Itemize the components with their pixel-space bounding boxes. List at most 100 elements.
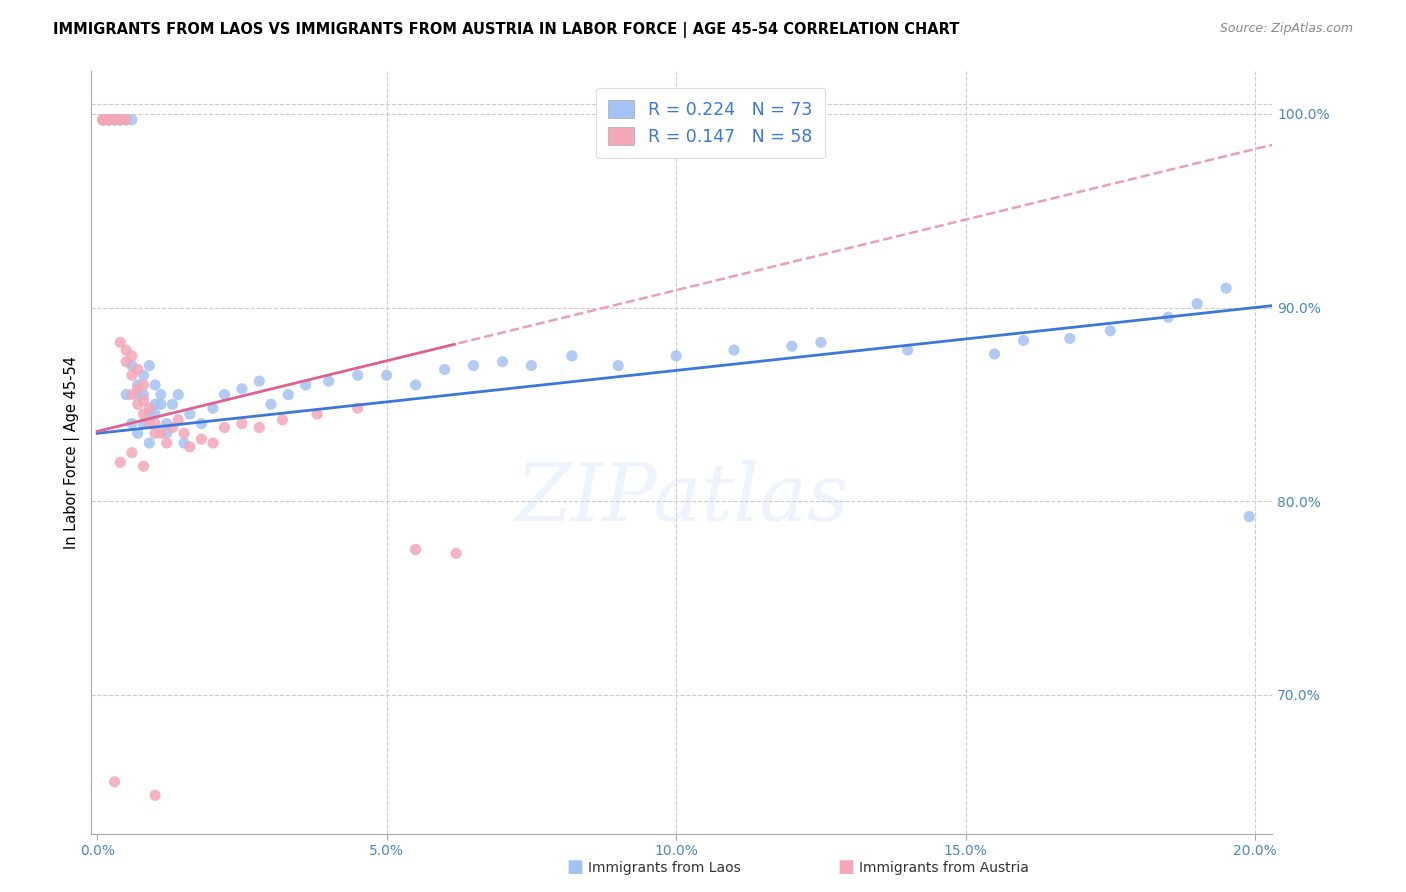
Point: [463, 359, 485, 373]
Point: [723, 343, 745, 357]
Point: [132, 417, 155, 431]
Point: [115, 112, 138, 127]
Point: [983, 347, 1005, 361]
Point: [103, 112, 125, 127]
Point: [346, 368, 368, 383]
Y-axis label: In Labor Force | Age 45-54: In Labor Force | Age 45-54: [65, 356, 80, 549]
Point: [121, 359, 143, 373]
Point: [1012, 334, 1035, 348]
Point: [156, 436, 179, 450]
Point: [110, 335, 132, 350]
Point: [231, 382, 253, 396]
Point: [405, 378, 427, 392]
Point: [91, 112, 114, 127]
Point: [91, 112, 114, 127]
Point: [91, 112, 114, 127]
Point: [115, 387, 138, 401]
Point: [607, 359, 630, 373]
Point: [97, 112, 120, 127]
Text: Immigrants from Austria: Immigrants from Austria: [859, 862, 1029, 875]
Point: [156, 417, 179, 431]
Point: [491, 355, 513, 369]
Point: [97, 112, 120, 127]
Point: [167, 413, 190, 427]
Point: [138, 417, 160, 431]
Point: [1239, 509, 1261, 524]
Point: [190, 432, 212, 446]
Point: [121, 112, 143, 127]
Point: [103, 112, 125, 127]
Point: [121, 368, 143, 383]
Point: [271, 413, 294, 427]
Point: [149, 397, 172, 411]
Point: [127, 382, 149, 396]
Point: [214, 387, 236, 401]
Point: [156, 426, 179, 441]
Point: [143, 407, 166, 421]
Point: [897, 343, 920, 357]
Point: [167, 387, 190, 401]
Point: [115, 343, 138, 357]
Point: [127, 378, 149, 392]
Point: [138, 407, 160, 421]
Point: [115, 355, 138, 369]
Point: [143, 397, 166, 411]
Point: [201, 401, 224, 416]
Point: [110, 112, 132, 127]
Point: [190, 417, 212, 431]
Point: [277, 387, 299, 401]
Point: [127, 397, 149, 411]
Point: [132, 407, 155, 421]
Point: [127, 426, 149, 441]
Point: [110, 112, 132, 127]
Point: [375, 368, 398, 383]
Point: [1215, 281, 1237, 295]
Point: [97, 112, 120, 127]
Text: ■: ■: [567, 858, 583, 876]
Point: [307, 407, 329, 421]
Point: [201, 436, 224, 450]
Point: [121, 349, 143, 363]
Point: [149, 426, 172, 441]
Point: [444, 546, 467, 560]
Point: [173, 426, 195, 441]
Point: [97, 112, 120, 127]
Point: [143, 789, 166, 803]
Point: [103, 112, 125, 127]
Point: [127, 387, 149, 401]
Point: [433, 362, 456, 376]
Point: [121, 446, 143, 460]
Point: [143, 417, 166, 431]
Text: ZIPatlas: ZIPatlas: [515, 459, 849, 537]
Point: [1157, 310, 1180, 325]
Point: [149, 387, 172, 401]
Point: [780, 339, 803, 353]
Point: [115, 112, 138, 127]
Point: [1185, 296, 1208, 310]
Text: Immigrants from Laos: Immigrants from Laos: [588, 862, 741, 875]
Point: [132, 459, 155, 474]
Point: [132, 393, 155, 408]
Point: [138, 359, 160, 373]
Point: [247, 420, 270, 434]
Point: [110, 112, 132, 127]
Point: [132, 368, 155, 383]
Point: [97, 112, 120, 127]
Point: [173, 436, 195, 450]
Legend: R = 0.224   N = 73, R = 0.147   N = 58: R = 0.224 N = 73, R = 0.147 N = 58: [596, 87, 825, 158]
Point: [247, 374, 270, 388]
Point: [179, 407, 201, 421]
Point: [665, 349, 688, 363]
Point: [231, 417, 253, 431]
Point: [260, 397, 283, 411]
Text: IMMIGRANTS FROM LAOS VS IMMIGRANTS FROM AUSTRIA IN LABOR FORCE | AGE 45-54 CORRE: IMMIGRANTS FROM LAOS VS IMMIGRANTS FROM …: [53, 22, 960, 38]
Point: [103, 112, 125, 127]
Point: [561, 349, 583, 363]
Point: [127, 362, 149, 376]
Point: [91, 112, 114, 127]
Point: [1099, 324, 1122, 338]
Point: [294, 378, 316, 392]
Point: [138, 436, 160, 450]
Point: [121, 387, 143, 401]
Point: [103, 112, 125, 127]
